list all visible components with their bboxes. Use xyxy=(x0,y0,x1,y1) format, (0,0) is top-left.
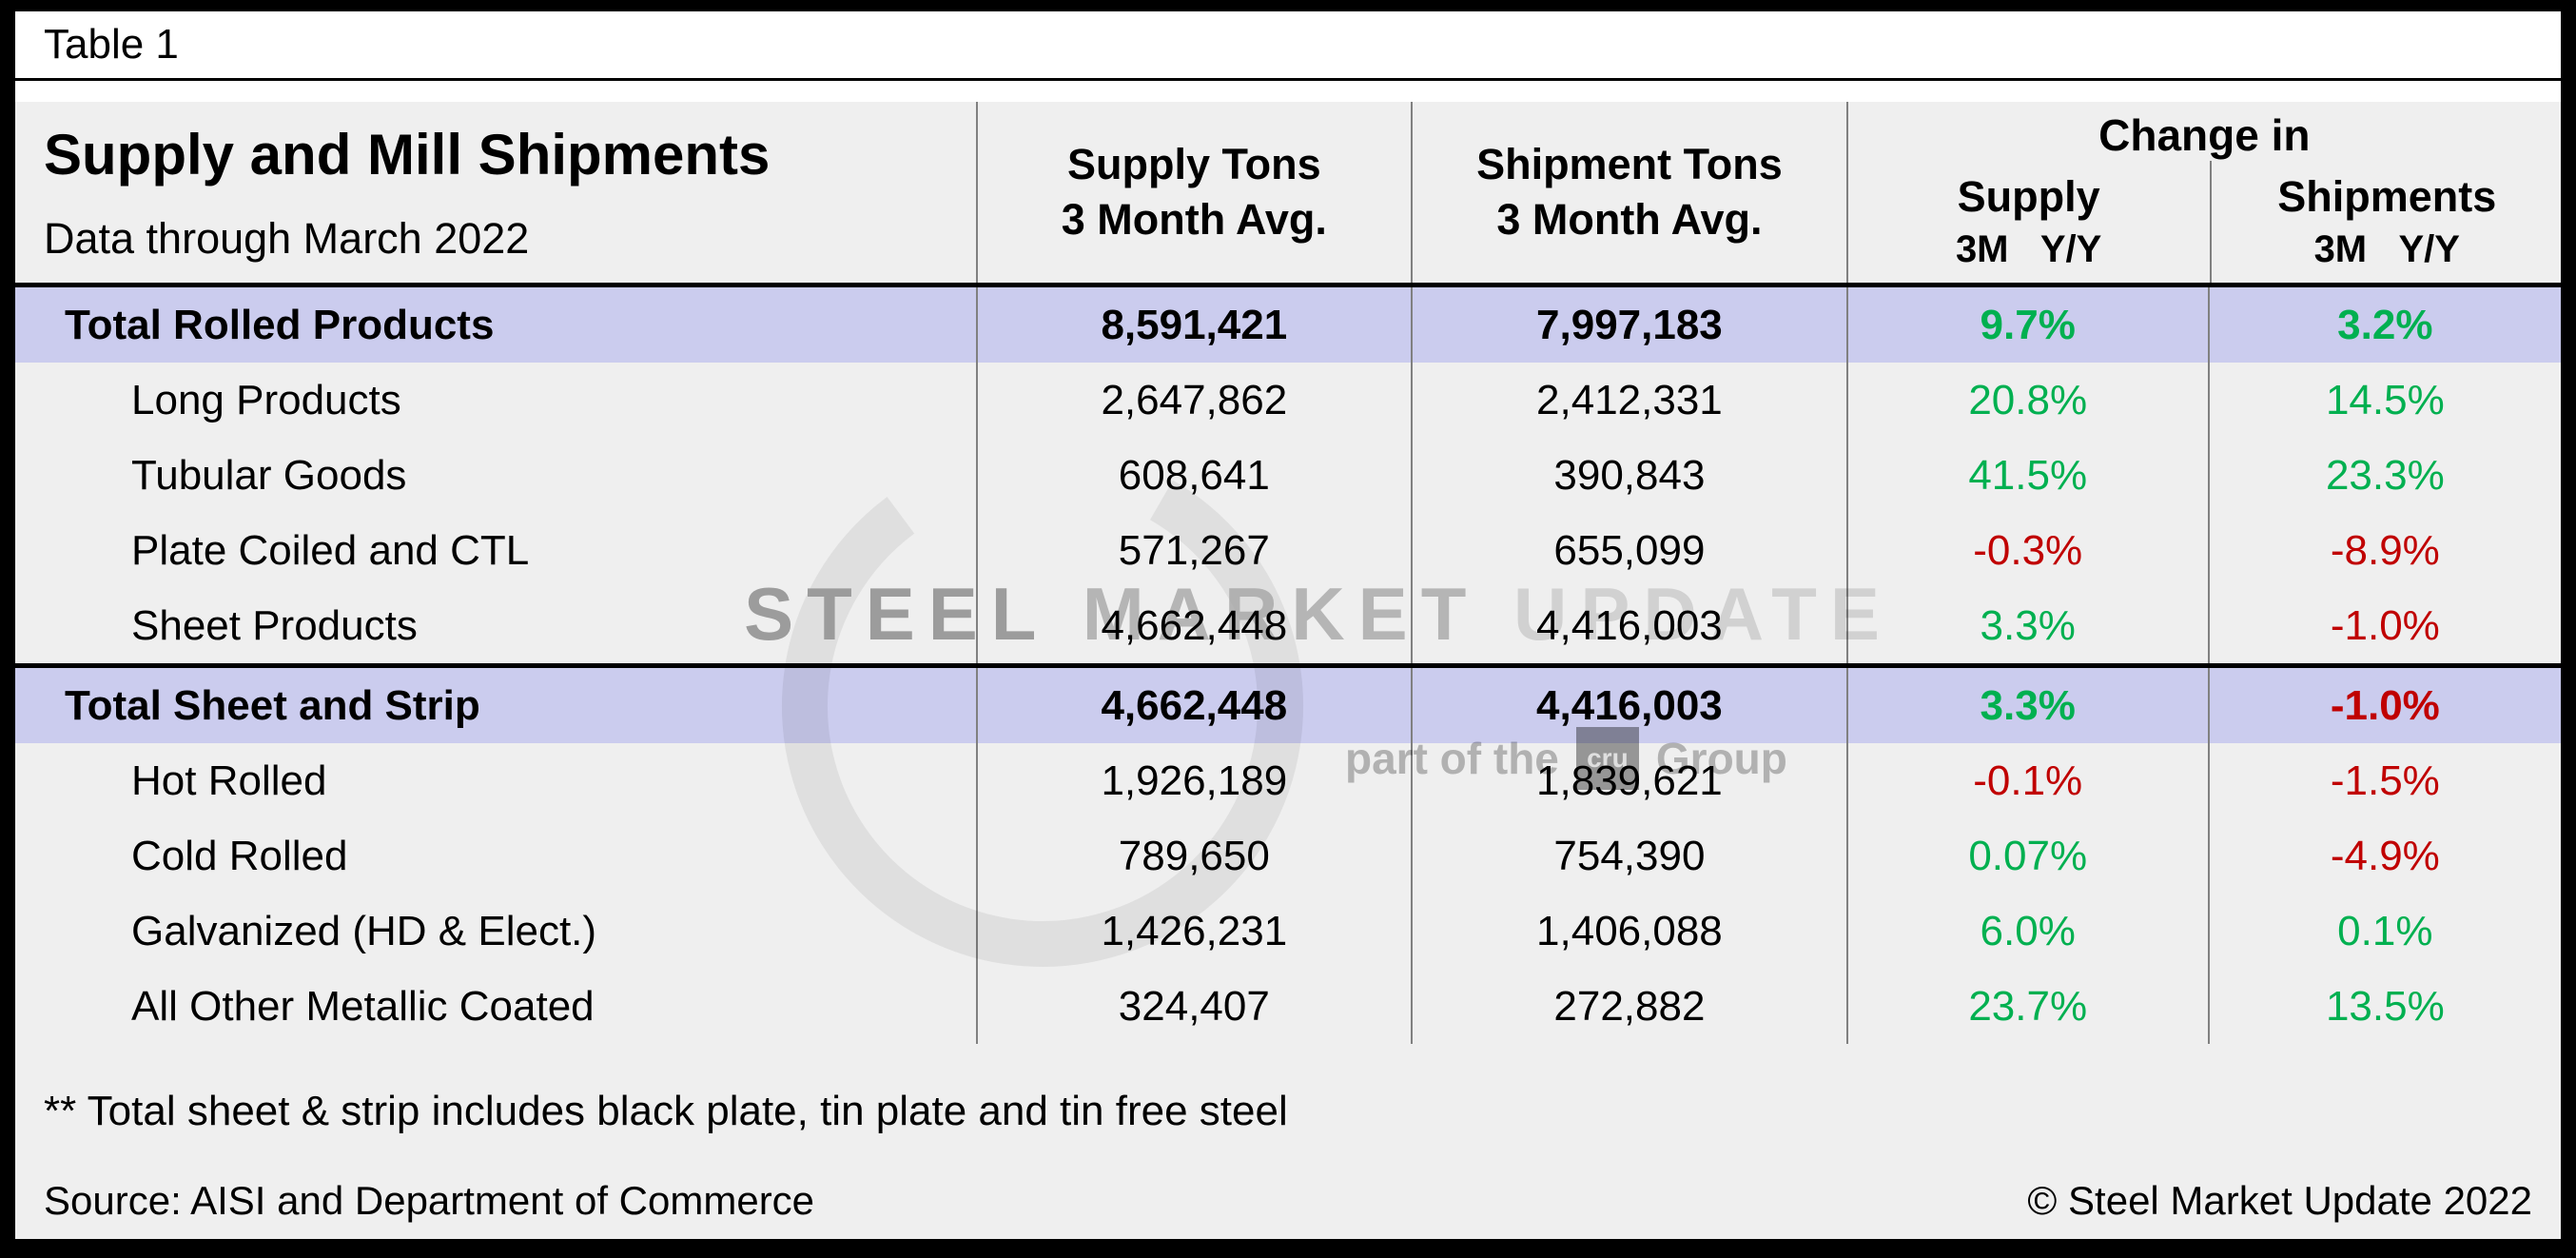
table-body: Total Rolled Products 8,591,421 7,997,18… xyxy=(15,287,2561,1044)
col-header-change-supply: Supply 3M Y/Y xyxy=(1848,161,2210,283)
table-row: Cold Rolled 789,650 754,390 0.07% -4.9% xyxy=(15,818,2561,894)
supply-value: 789,650 xyxy=(978,818,1414,894)
shipments-change-value: -1.0% xyxy=(2330,601,2440,649)
shipments-change-value: 0.1% xyxy=(2337,907,2433,954)
shipment-value: 754,390 xyxy=(1413,818,1848,894)
supply-change-value: -0.1% xyxy=(1848,743,2210,818)
shipments-change-value: -8.9% xyxy=(2330,526,2440,574)
header-title-cell: Supply and Mill Shipments Data through M… xyxy=(15,102,978,283)
supply-change-value: -0.3% xyxy=(1848,513,2210,588)
col-header-shipment-tons: Shipment Tons 3 Month Avg. xyxy=(1413,102,1848,283)
table-row: Total Rolled Products 8,591,421 7,997,18… xyxy=(15,287,2561,363)
shipments-change-value: -1.0% xyxy=(2330,681,2440,729)
shipments-change-value: 14.5% xyxy=(2325,376,2445,423)
supply-value: 2,647,862 xyxy=(978,363,1414,438)
change-shipments-period: 3M Y/Y xyxy=(2313,228,2460,271)
table-label-bar: Table 1 xyxy=(15,11,2561,81)
shipments-change-value: 13.5% xyxy=(2325,982,2445,1030)
supply-value: 4,662,448 xyxy=(978,588,1414,663)
row-label: Cold Rolled xyxy=(15,818,978,894)
supply-col-line1: Supply Tons xyxy=(1066,139,1321,188)
source-text: Source: AISI and Department of Commerce xyxy=(44,1178,815,1223)
shipment-value: 4,416,003 xyxy=(1413,588,1848,663)
table-label: Table 1 xyxy=(44,21,179,68)
copyright-text: © Steel Market Update 2022 xyxy=(2027,1178,2532,1223)
titlebar-spacer xyxy=(15,81,2561,102)
shipment-col-line2: 3 Month Avg. xyxy=(1496,195,1763,244)
change-subcolumns: Supply 3M Y/Y Shipments 3M Y/Y xyxy=(1848,161,2561,283)
supply-change-value: 6.0% xyxy=(1848,894,2210,969)
supply-col-line2: 3 Month Avg. xyxy=(1061,195,1327,244)
supply-value: 8,591,421 xyxy=(978,287,1414,363)
supply-value: 1,926,189 xyxy=(978,743,1414,818)
row-label: Total Rolled Products xyxy=(15,287,978,363)
supply-change-value: 3.3% xyxy=(1848,588,2210,663)
page-title: Supply and Mill Shipments xyxy=(44,122,771,187)
shipment-value: 7,997,183 xyxy=(1413,287,1848,363)
shipment-value: 1,839,621 xyxy=(1413,743,1848,818)
table-row: Tubular Goods 608,641 390,843 41.5% 23.3… xyxy=(15,438,2561,513)
table-header: Supply and Mill Shipments Data through M… xyxy=(15,102,2561,287)
footnote: ** Total sheet & strip includes black pl… xyxy=(44,1088,1288,1134)
supply-value: 4,662,448 xyxy=(978,668,1414,743)
change-supply-label: Supply xyxy=(1957,171,2100,221)
data-through-subtitle: Data through March 2022 xyxy=(44,213,530,263)
shipment-value: 4,416,003 xyxy=(1413,668,1848,743)
shipments-change-value: -1.5% xyxy=(2330,757,2440,804)
row-label: Plate Coiled and CTL xyxy=(15,513,978,588)
supply-value: 571,267 xyxy=(978,513,1414,588)
col-header-change-shipments: Shipments 3M Y/Y xyxy=(2209,161,2563,283)
col-header-change-in: Change in Supply 3M Y/Y Shipments 3M Y/Y xyxy=(1848,102,2561,283)
change-shipments-label: Shipments xyxy=(2277,171,2497,221)
row-label: Galvanized (HD & Elect.) xyxy=(15,894,978,969)
table-row: Sheet Products 4,662,448 4,416,003 3.3% … xyxy=(15,588,2561,663)
source-row: Source: AISI and Department of Commerce … xyxy=(15,1178,2561,1239)
shipments-change-value: 3.2% xyxy=(2337,301,2433,348)
row-label: Long Products xyxy=(15,363,978,438)
supply-change-value: 9.7% xyxy=(1848,287,2210,363)
shipments-change-value: 23.3% xyxy=(2325,451,2445,499)
shipment-value: 390,843 xyxy=(1413,438,1848,513)
table-row: Total Sheet and Strip 4,662,448 4,416,00… xyxy=(15,663,2561,743)
table-frame: Table 1 Supply and Mill Shipments Data t… xyxy=(15,11,2561,1239)
shipment-value: 1,406,088 xyxy=(1413,894,1848,969)
supply-value: 1,426,231 xyxy=(978,894,1414,969)
supply-change-value: 3.3% xyxy=(1848,668,2210,743)
table-row: Hot Rolled 1,926,189 1,839,621 -0.1% -1.… xyxy=(15,743,2561,818)
shipment-value: 2,412,331 xyxy=(1413,363,1848,438)
table-sheet: Supply and Mill Shipments Data through M… xyxy=(15,102,2561,1239)
row-label: All Other Metallic Coated xyxy=(15,969,978,1044)
table-row: All Other Metallic Coated 324,407 272,88… xyxy=(15,969,2561,1044)
col-header-supply-tons: Supply Tons 3 Month Avg. xyxy=(978,102,1414,283)
change-in-label: Change in xyxy=(2098,110,2311,160)
change-supply-period: 3M Y/Y xyxy=(1955,228,2102,271)
supply-value: 608,641 xyxy=(978,438,1414,513)
row-label: Hot Rolled xyxy=(15,743,978,818)
supply-change-value: 0.07% xyxy=(1848,818,2210,894)
table-row: Plate Coiled and CTL 571,267 655,099 -0.… xyxy=(15,513,2561,588)
supply-value: 324,407 xyxy=(978,969,1414,1044)
shipment-value: 272,882 xyxy=(1413,969,1848,1044)
table-row: Galvanized (HD & Elect.) 1,426,231 1,406… xyxy=(15,894,2561,969)
shipment-col-line1: Shipment Tons xyxy=(1476,139,1783,188)
supply-change-value: 41.5% xyxy=(1848,438,2210,513)
row-label: Sheet Products xyxy=(15,588,978,663)
row-label: Total Sheet and Strip xyxy=(15,668,978,743)
shipments-change-value: -4.9% xyxy=(2330,832,2440,879)
supply-change-value: 23.7% xyxy=(1848,969,2210,1044)
shipment-value: 655,099 xyxy=(1413,513,1848,588)
row-label: Tubular Goods xyxy=(15,438,978,513)
supply-change-value: 20.8% xyxy=(1848,363,2210,438)
table-row: Long Products 2,647,862 2,412,331 20.8% … xyxy=(15,363,2561,438)
